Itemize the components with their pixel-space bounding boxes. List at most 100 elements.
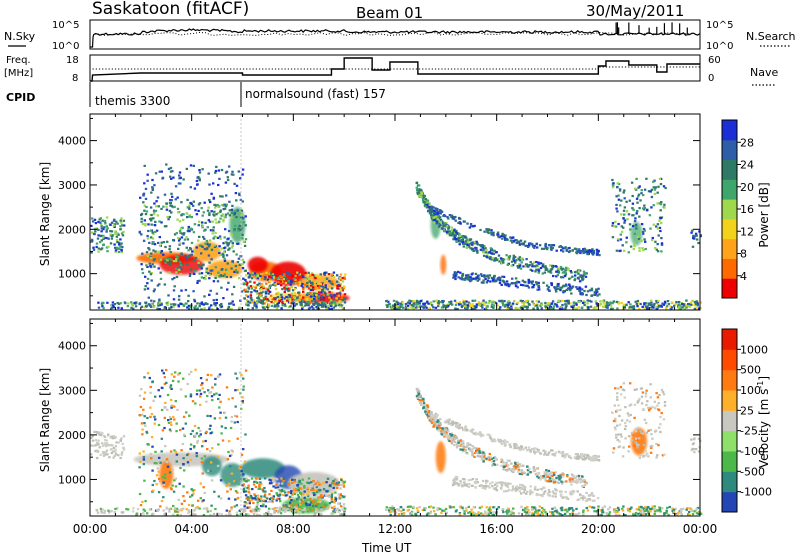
scatter-point bbox=[571, 511, 574, 514]
scatter-point bbox=[430, 302, 433, 305]
scatter-point bbox=[385, 506, 388, 509]
scatter-point bbox=[236, 437, 239, 440]
scatter-point bbox=[545, 307, 548, 310]
scatter-point bbox=[490, 229, 493, 232]
scatter-point bbox=[214, 304, 217, 307]
scatter-point bbox=[571, 249, 574, 252]
scatter-point bbox=[461, 304, 464, 307]
scatter-point bbox=[535, 283, 538, 286]
scatter-point bbox=[434, 513, 437, 516]
scatter-point bbox=[195, 432, 199, 435]
scatter-point bbox=[459, 303, 462, 306]
scatter-point bbox=[335, 297, 338, 300]
scatter-point bbox=[612, 184, 615, 187]
scatter-point bbox=[198, 177, 201, 180]
scatter-point bbox=[254, 286, 257, 289]
nave-trace bbox=[92, 66, 700, 70]
scatter-point bbox=[509, 239, 513, 242]
scatter-point bbox=[409, 304, 412, 307]
scatter-point bbox=[553, 506, 556, 509]
scatter-point bbox=[655, 225, 658, 228]
scatter-point bbox=[531, 300, 534, 303]
scatter-point bbox=[112, 456, 115, 459]
scatter-point bbox=[593, 291, 596, 294]
scatter-point bbox=[651, 236, 654, 240]
scatter-point bbox=[271, 481, 274, 484]
scatter-point bbox=[298, 480, 301, 483]
scatter-point bbox=[174, 371, 177, 374]
scatter-point bbox=[418, 302, 421, 305]
scatter-point bbox=[307, 304, 310, 307]
scatter-point bbox=[112, 446, 116, 450]
scatter-point bbox=[249, 495, 253, 498]
scatter-point bbox=[111, 301, 115, 304]
scatter-point bbox=[290, 481, 294, 484]
scatter-point bbox=[618, 249, 621, 253]
scatter-point bbox=[194, 307, 197, 310]
scatter-point bbox=[163, 193, 167, 196]
scatter-point bbox=[240, 470, 243, 473]
scatter-point bbox=[443, 305, 446, 308]
scatter-point bbox=[520, 469, 523, 472]
scatter-point bbox=[246, 486, 249, 490]
scatter-point bbox=[228, 209, 231, 212]
scatter-point bbox=[303, 508, 307, 511]
scatter-point bbox=[437, 305, 440, 308]
scatter-point bbox=[153, 300, 156, 303]
scatter-point bbox=[462, 245, 465, 248]
scatter-point bbox=[505, 462, 508, 466]
scatter-point bbox=[239, 299, 242, 302]
scatter-point bbox=[644, 305, 648, 308]
scatter-point bbox=[205, 248, 208, 251]
scatter-point bbox=[457, 217, 461, 220]
scatter-point bbox=[144, 424, 147, 427]
scatter-point bbox=[605, 304, 608, 307]
scatter-point bbox=[307, 501, 310, 504]
scatter-point bbox=[471, 454, 474, 457]
scatter-point bbox=[658, 304, 661, 307]
scatter-point bbox=[311, 286, 315, 289]
scatter-point bbox=[414, 513, 417, 516]
scatter-point bbox=[226, 458, 229, 461]
scatter-point bbox=[591, 248, 594, 251]
scatter-point bbox=[101, 442, 104, 445]
scatter-point bbox=[187, 509, 190, 512]
scatter-point bbox=[268, 290, 272, 293]
scatter-point bbox=[261, 488, 264, 491]
scatter-point bbox=[477, 511, 480, 514]
scatter-point bbox=[527, 286, 531, 289]
scatter-point bbox=[544, 242, 547, 246]
scatter-point bbox=[263, 493, 267, 496]
scatter-point bbox=[489, 280, 492, 283]
scatter-point bbox=[160, 241, 163, 244]
scatter-point bbox=[519, 465, 522, 468]
scatter-point bbox=[278, 509, 281, 512]
scatter-point bbox=[585, 293, 588, 297]
scatter-point bbox=[187, 256, 190, 259]
scatter-point bbox=[417, 184, 421, 187]
scatter-point bbox=[189, 186, 192, 189]
scatter-point bbox=[638, 307, 641, 310]
scatter-point bbox=[169, 175, 172, 178]
scatter-point bbox=[402, 514, 406, 517]
scatter-point bbox=[203, 201, 206, 204]
scatter-point bbox=[340, 484, 343, 487]
scatter-point bbox=[217, 212, 220, 215]
scatter-point bbox=[587, 250, 590, 253]
scatter-point bbox=[436, 211, 439, 214]
scatter-point bbox=[277, 281, 280, 284]
scatter-point bbox=[547, 302, 550, 305]
scatter-point bbox=[390, 508, 393, 512]
scatter-point bbox=[501, 259, 505, 262]
scatter-point bbox=[484, 510, 487, 513]
scatter-point bbox=[503, 300, 506, 303]
scatter-point bbox=[192, 259, 196, 262]
scatter-point bbox=[430, 205, 433, 208]
scatter-point bbox=[240, 214, 243, 217]
scatter-point bbox=[132, 507, 135, 510]
scatter-point bbox=[475, 513, 478, 516]
scatter-point bbox=[289, 501, 292, 504]
scatter-point bbox=[110, 230, 114, 233]
scatter-point bbox=[114, 436, 117, 439]
scatter-point bbox=[323, 273, 326, 276]
